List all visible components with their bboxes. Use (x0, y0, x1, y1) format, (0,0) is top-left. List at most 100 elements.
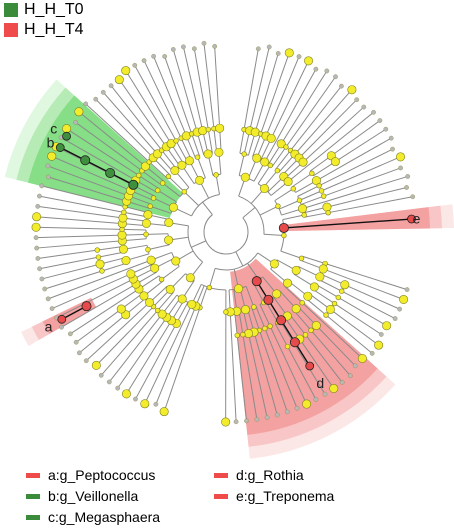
leaf-branch (270, 60, 309, 139)
leaf-branch (285, 76, 336, 148)
highlight-sectors (4, 79, 454, 459)
clade-node (147, 203, 153, 209)
leaf-node (284, 48, 294, 58)
leaf-node (313, 66, 319, 72)
leaf-node (133, 396, 138, 402)
clade-branch (239, 129, 245, 154)
leaf-branch (102, 91, 158, 155)
leaf-branch (172, 49, 198, 133)
leaf-branch (269, 325, 308, 405)
leaf-branch (330, 309, 379, 346)
clade-c-path-node-0 (62, 131, 71, 141)
clade-node (322, 202, 332, 212)
clade-e-path-line (283, 218, 412, 229)
clade-node (274, 167, 281, 174)
clade-node (143, 231, 149, 238)
leaf-branch (321, 156, 401, 192)
clade-d-path: d (251, 276, 324, 391)
clade-node (316, 182, 322, 189)
clade-node (240, 172, 250, 182)
leaf-node (329, 383, 339, 393)
clade-node (309, 170, 315, 177)
clade-branch (180, 137, 192, 161)
leaf-node (275, 51, 281, 56)
group-swatch-1 (4, 23, 18, 37)
clade-branch (168, 176, 185, 193)
clade-branch (293, 310, 312, 331)
clade-b-path: b (47, 135, 139, 190)
clade-node (165, 284, 175, 294)
leaf-node (31, 222, 41, 232)
leaf-branch (243, 48, 259, 130)
clade-b-path-letter: b (47, 135, 55, 151)
leaf-node (35, 204, 41, 209)
leaf-branch (287, 111, 374, 182)
clade-branch (162, 182, 181, 197)
taxa-legend-item-c: c:g_Megasphaera (26, 508, 160, 526)
leaf-node (140, 399, 150, 409)
taxa-legend-item-d: d:g_Rothia (214, 466, 304, 484)
clade-branch (235, 251, 244, 267)
leaf-branch (51, 155, 131, 191)
leaf-branch (135, 323, 177, 400)
leaf-branch (144, 304, 193, 404)
leaf-node (73, 120, 79, 125)
clade-node (95, 254, 102, 260)
clade-node (298, 204, 308, 214)
clade-b-path-node-1 (105, 167, 116, 178)
leaf-branch (249, 46, 270, 131)
clade-branch (122, 228, 147, 231)
leaf-branch (39, 195, 124, 213)
clade-branch (259, 304, 271, 327)
leaf-node (233, 419, 239, 425)
clade-node (301, 212, 307, 218)
clade-node (315, 272, 325, 282)
clade-branch (161, 265, 180, 280)
clade-branch (138, 175, 160, 189)
leaf-node (405, 174, 411, 179)
clade-node (145, 297, 155, 307)
clade-node (146, 255, 156, 265)
clade-d-path-node-1 (263, 294, 274, 305)
highlighted-clades: d e a bc (45, 120, 421, 390)
clade-node (177, 294, 187, 304)
clade-c-path: c (50, 120, 71, 141)
leaf-branch (323, 268, 404, 300)
clade-arc (214, 252, 259, 271)
clade-node (269, 259, 279, 269)
clade-node (291, 304, 301, 314)
leaf-node (170, 47, 176, 52)
taxa-swatch-b (26, 493, 40, 499)
taxa-swatch-d (214, 472, 228, 478)
clade-node (213, 172, 219, 178)
leaf-node (377, 118, 383, 123)
clade-node (223, 309, 229, 315)
clade-node (323, 312, 329, 318)
leaf-node (132, 62, 138, 68)
clade-node (339, 288, 345, 294)
group-legend-item-1: H_H_T4 (4, 20, 84, 40)
clade-node (173, 138, 179, 144)
leaf-node (37, 193, 42, 199)
leaf-branch (41, 263, 101, 280)
leaf-node (83, 101, 89, 107)
clade-arc (191, 194, 220, 217)
taxa-swatch-a (26, 472, 40, 478)
clade-node (262, 325, 268, 332)
leaf-node (347, 373, 353, 379)
clade-node (99, 268, 105, 274)
clade-node (318, 264, 328, 274)
clade-node (311, 176, 321, 186)
leaf-branch (229, 311, 237, 422)
leaf-branch (334, 303, 382, 335)
leaf-node (357, 353, 367, 363)
clade-node (331, 300, 338, 307)
leaf-node (45, 296, 51, 302)
clade-branch (259, 205, 279, 216)
clade-node (260, 157, 270, 167)
leaf-node (313, 397, 319, 402)
leaf-branch (299, 338, 335, 389)
leaf-node (255, 46, 261, 52)
leaf-branch (95, 98, 154, 159)
taxa-swatch-c (26, 514, 40, 520)
